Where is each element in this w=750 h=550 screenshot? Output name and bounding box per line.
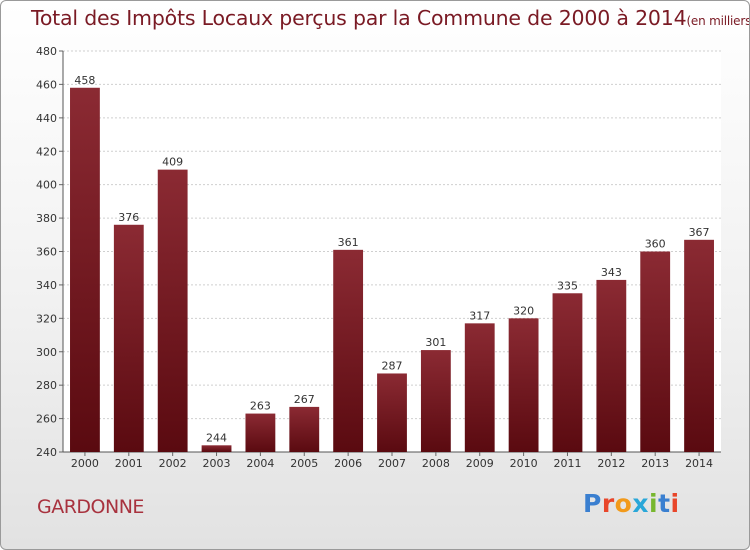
x-tick-label: 2001 xyxy=(115,457,143,470)
data-label: 360 xyxy=(645,238,666,251)
data-label: 367 xyxy=(689,226,710,239)
x-tick-label: 2005 xyxy=(290,457,318,470)
data-label: 335 xyxy=(557,279,578,292)
y-tick-label: 280 xyxy=(36,379,57,392)
y-tick-label: 320 xyxy=(36,312,57,325)
bar xyxy=(377,373,407,452)
brand-letter: i xyxy=(670,489,680,518)
bar xyxy=(201,445,232,452)
x-tick-label: 2013 xyxy=(641,457,669,470)
y-tick-label: 480 xyxy=(36,45,57,58)
x-tick-label: 2004 xyxy=(246,457,274,470)
y-tick-label: 420 xyxy=(36,145,57,158)
data-label: 361 xyxy=(338,236,359,249)
y-tick-label: 360 xyxy=(36,246,57,259)
x-tick-label: 2007 xyxy=(378,457,406,470)
proxiti-logo[interactable]: Proxiti xyxy=(583,489,680,518)
brand-letter: r xyxy=(601,489,615,518)
x-tick-label: 2012 xyxy=(597,457,625,470)
brand-letter: i xyxy=(649,489,659,518)
x-tick-label: 2003 xyxy=(203,457,231,470)
y-tick-label: 240 xyxy=(36,446,57,459)
bar xyxy=(333,249,364,452)
bar xyxy=(245,413,276,452)
data-label: 409 xyxy=(162,156,183,169)
brand-letter: o xyxy=(614,489,633,518)
brand-letter: x xyxy=(632,489,649,518)
data-label: 263 xyxy=(250,400,271,413)
x-tick-label: 2011 xyxy=(553,457,581,470)
data-label: 317 xyxy=(469,309,490,322)
data-label: 244 xyxy=(206,431,227,444)
x-tick-label: 2010 xyxy=(510,457,538,470)
bar xyxy=(508,318,539,452)
y-tick-label: 340 xyxy=(36,279,57,292)
bar xyxy=(420,350,451,452)
brand-letter: t xyxy=(658,489,671,518)
title-main: Total des Impôts Locaux perçus par la Co… xyxy=(31,6,687,30)
data-label: 376 xyxy=(118,211,139,224)
data-label: 267 xyxy=(294,393,315,406)
data-label: 320 xyxy=(513,304,534,317)
x-tick-label: 2009 xyxy=(466,457,494,470)
title-unit: (en milliers d'€) xyxy=(686,14,750,28)
y-tick-label: 300 xyxy=(36,346,57,359)
bar xyxy=(684,239,714,452)
brand-letter: P xyxy=(583,489,602,518)
x-tick-label: 2002 xyxy=(159,457,187,470)
x-tick-label: 2008 xyxy=(422,457,450,470)
bar xyxy=(552,293,583,452)
data-label: 301 xyxy=(425,336,446,349)
x-tick-label: 2006 xyxy=(334,457,362,470)
bar xyxy=(289,406,320,452)
data-label: 458 xyxy=(74,74,95,87)
bar xyxy=(70,87,100,452)
data-label: 343 xyxy=(601,266,622,279)
bar xyxy=(596,279,627,452)
y-tick-label: 400 xyxy=(36,179,57,192)
commune-name: GARDONNE xyxy=(37,496,144,518)
x-tick-label: 2014 xyxy=(685,457,713,470)
data-label: 287 xyxy=(382,359,403,372)
y-tick-label: 260 xyxy=(36,413,57,426)
bar xyxy=(157,169,188,453)
y-tick-label: 460 xyxy=(36,78,57,91)
x-tick-label: 2000 xyxy=(71,457,99,470)
bar xyxy=(640,251,671,452)
y-tick-label: 440 xyxy=(36,112,57,125)
bar xyxy=(464,323,495,452)
bar xyxy=(113,224,144,452)
y-tick-label: 380 xyxy=(36,212,57,225)
chart-title: Total des Impôts Locaux perçus par la Co… xyxy=(31,6,750,30)
